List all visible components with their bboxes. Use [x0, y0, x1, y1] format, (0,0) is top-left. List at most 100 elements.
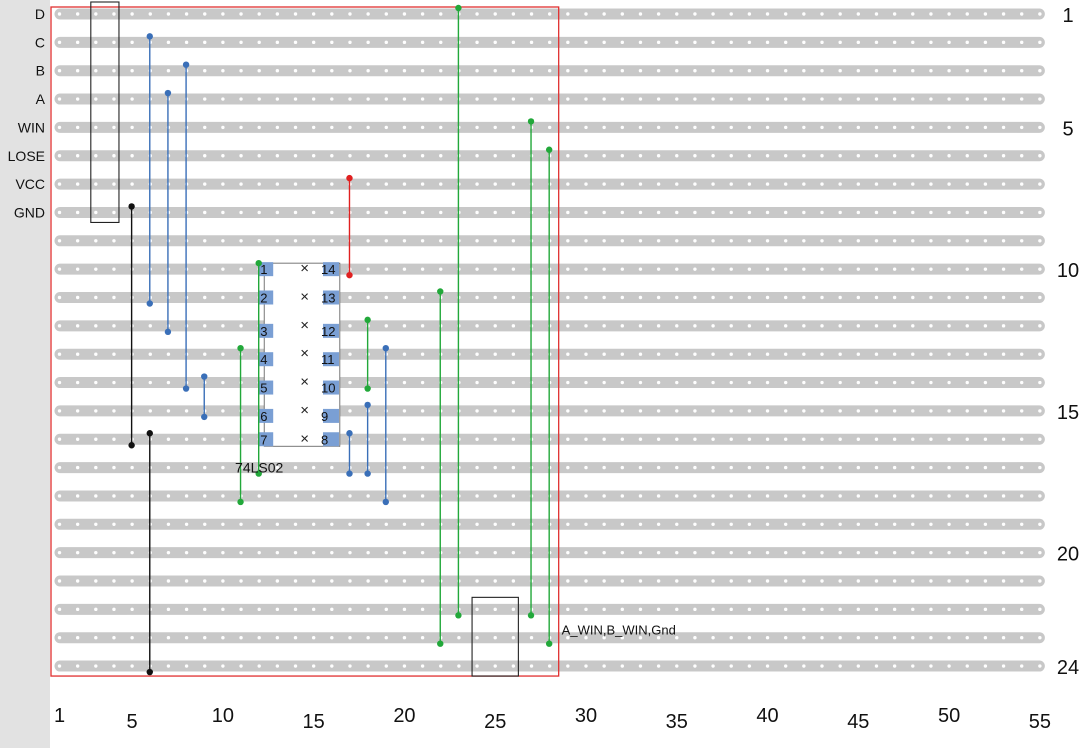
hole [765, 437, 770, 441]
hole [57, 210, 62, 215]
hole [693, 664, 697, 668]
hole [656, 239, 661, 243]
hole [802, 154, 806, 158]
hole [311, 494, 316, 498]
hole [965, 380, 969, 385]
hole [112, 210, 116, 215]
hole [384, 40, 388, 45]
hole [366, 97, 370, 101]
hole [784, 239, 788, 243]
hole [638, 465, 643, 470]
hole [784, 522, 788, 526]
hole [166, 664, 171, 668]
hole [1020, 69, 1024, 73]
hole [493, 182, 497, 186]
hole [1001, 69, 1006, 73]
hole [838, 125, 842, 130]
hole [947, 40, 951, 45]
hole [1038, 69, 1042, 73]
hole [239, 324, 243, 328]
hole [765, 210, 770, 215]
hole [94, 522, 98, 526]
hole [620, 324, 625, 328]
hole [820, 352, 824, 356]
hole [947, 522, 951, 526]
hole [475, 295, 479, 300]
hole [820, 636, 824, 640]
hole [638, 352, 643, 356]
hole [203, 465, 207, 470]
hole [892, 295, 897, 300]
hole [293, 579, 298, 583]
hole [293, 664, 298, 668]
hole [983, 607, 988, 612]
hole [547, 40, 552, 45]
hole [1038, 664, 1042, 668]
hole [1038, 437, 1042, 441]
hole [965, 210, 969, 215]
hole [892, 352, 897, 356]
hole [620, 409, 625, 413]
hole [420, 664, 425, 668]
hole [493, 295, 497, 300]
hole [203, 579, 207, 583]
hole [1001, 494, 1006, 498]
hole [330, 210, 334, 215]
hole [330, 607, 334, 612]
hole [892, 636, 897, 640]
hole [729, 465, 733, 470]
hole [221, 579, 225, 583]
hole [203, 239, 207, 243]
hole [112, 636, 116, 640]
hole [1038, 40, 1042, 45]
hole [693, 607, 697, 612]
hole [166, 550, 171, 555]
hole [856, 437, 861, 441]
hole [965, 522, 969, 526]
hole [75, 352, 80, 356]
hole [802, 579, 806, 583]
hole [765, 409, 770, 413]
hole [838, 267, 842, 271]
hole [275, 607, 280, 612]
hole [784, 409, 788, 413]
hole [892, 97, 897, 101]
hole [693, 295, 697, 300]
hole [1020, 295, 1024, 300]
hole [348, 636, 352, 640]
hole [1020, 125, 1024, 130]
hole [384, 324, 388, 328]
hole [802, 182, 806, 186]
hole [166, 380, 171, 385]
hole [620, 664, 625, 668]
hole [802, 97, 806, 101]
wire-end-dot [364, 385, 371, 392]
hole [366, 522, 370, 526]
hole [765, 239, 770, 243]
hole [765, 324, 770, 328]
hole [420, 295, 425, 300]
hole [203, 210, 207, 215]
hole [439, 267, 443, 271]
hole [566, 550, 570, 555]
hole [711, 579, 715, 583]
hole [656, 295, 661, 300]
hole [348, 494, 352, 498]
hole [856, 324, 861, 328]
hole [566, 267, 570, 271]
hole [892, 437, 897, 441]
hole [747, 352, 752, 356]
hole [675, 182, 679, 186]
hole [802, 352, 806, 356]
hole [584, 267, 588, 271]
wire-end-dot [128, 203, 135, 210]
hole [275, 239, 280, 243]
hole [311, 522, 316, 526]
hole [493, 437, 497, 441]
hole [693, 494, 697, 498]
hole [602, 352, 606, 356]
hole [203, 12, 207, 16]
hole [765, 522, 770, 526]
strip-label: WIN [18, 119, 45, 135]
hole [965, 154, 969, 158]
